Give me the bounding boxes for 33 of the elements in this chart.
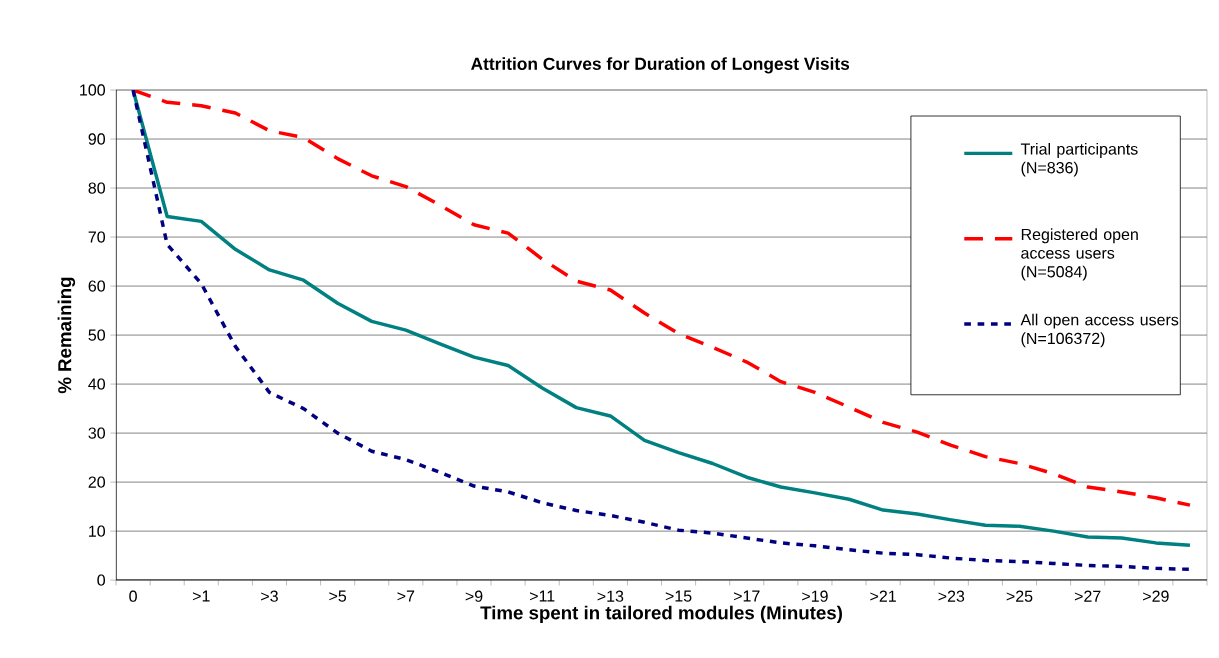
x-tick-label: >3 [261, 590, 278, 603]
x-tick-label: >7 [397, 590, 415, 602]
x-tick-label: 0 [129, 590, 137, 603]
legend-label: Trial participants (N=836) [1020, 143, 1138, 177]
y-tick-label: 60 [88, 280, 106, 292]
y-tick-label: 40 [88, 378, 106, 390]
y-tick-label: 10 [89, 525, 106, 538]
y-tick-label: 20 [88, 476, 106, 489]
legend-label: All open access users (N=106372) [1020, 313, 1179, 348]
x-tick-label: >17 [733, 590, 760, 602]
x-tick-label: >25 [1006, 590, 1033, 603]
x-tick-label: >11 [530, 590, 555, 602]
x-tick-label: >9 [465, 590, 483, 603]
x-tick-label: >27 [1074, 590, 1101, 602]
x-tick-label: >29 [1143, 590, 1169, 603]
x-tick-label: >5 [329, 590, 347, 602]
y-tick-label: 80 [88, 182, 106, 194]
chart-title: Attrition Curves for Duration of Longest Visits [471, 57, 850, 74]
y-tick-label: 50 [88, 329, 106, 341]
y-tick-label: 90 [88, 133, 106, 145]
x-tick-label: >21 [870, 590, 896, 602]
y-tick-label: 30 [88, 427, 106, 440]
x-tick-label: >15 [665, 590, 692, 602]
x-tick-label: >1 [192, 590, 210, 602]
x-tick-label: >19 [802, 590, 828, 603]
x-axis-title: Time spent in tailored modules (Minutes) [480, 605, 842, 624]
legend-label: Registered open access users (N=5084) [1021, 228, 1138, 281]
y-axis-title: % Remaining [57, 277, 76, 394]
y-tick-label: 100 [80, 84, 106, 96]
x-tick-label: >13 [597, 590, 624, 603]
x-tick-label: >23 [938, 590, 965, 603]
y-tick-label: 0 [97, 574, 106, 587]
y-tick-label: 70 [88, 231, 106, 243]
